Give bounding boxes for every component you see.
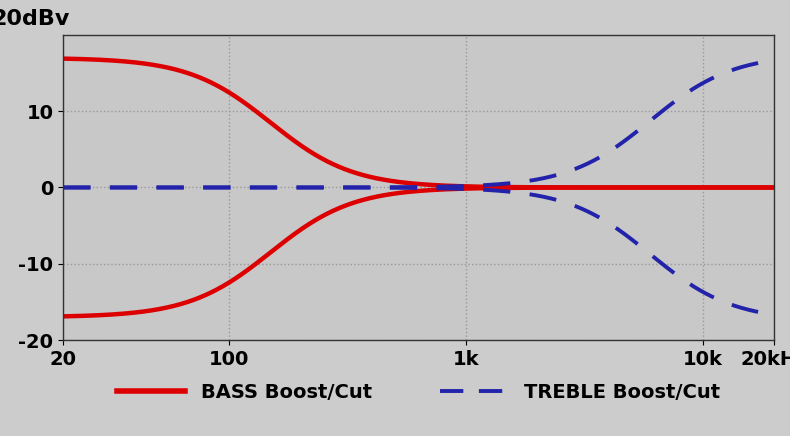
Text: 20dBv: 20dBv xyxy=(0,9,70,29)
Legend: BASS Boost/Cut, TREBLE Boost/Cut: BASS Boost/Cut, TREBLE Boost/Cut xyxy=(110,375,728,410)
